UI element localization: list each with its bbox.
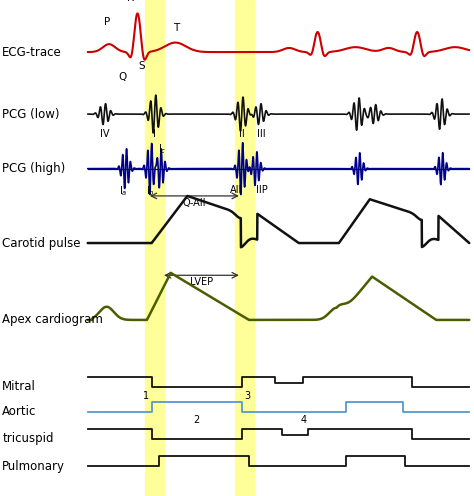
Text: AII: AII xyxy=(230,185,242,194)
Text: I$_c$: I$_c$ xyxy=(158,142,166,156)
Text: Mitral: Mitral xyxy=(2,380,36,393)
Text: PCG (low): PCG (low) xyxy=(2,108,60,121)
Bar xyxy=(235,0,254,496)
Text: I$_a$: I$_a$ xyxy=(119,185,128,198)
Text: III: III xyxy=(257,129,266,139)
Text: Aortic: Aortic xyxy=(2,405,37,418)
Text: Pulmonary: Pulmonary xyxy=(2,460,65,473)
Text: R: R xyxy=(127,0,134,3)
Text: 4: 4 xyxy=(301,415,306,425)
Text: Apex cardiogram: Apex cardiogram xyxy=(2,313,103,326)
Text: tricuspid: tricuspid xyxy=(2,433,54,445)
Text: 2: 2 xyxy=(193,415,200,425)
Bar xyxy=(145,0,164,496)
Text: IV: IV xyxy=(100,129,109,139)
Text: II: II xyxy=(239,129,245,139)
Text: S: S xyxy=(138,61,145,71)
Text: LVEP: LVEP xyxy=(190,277,213,287)
Text: Q-AII: Q-AII xyxy=(182,198,206,208)
Text: T: T xyxy=(173,23,180,33)
Text: Q: Q xyxy=(118,72,127,82)
Text: 1: 1 xyxy=(143,391,149,401)
Text: IIP: IIP xyxy=(256,185,267,194)
Text: ECG-trace: ECG-trace xyxy=(2,46,62,59)
Text: P: P xyxy=(103,17,110,27)
Text: I: I xyxy=(153,129,156,139)
Text: 3: 3 xyxy=(245,391,251,401)
Text: I$_b$: I$_b$ xyxy=(146,185,155,198)
Text: PCG (high): PCG (high) xyxy=(2,162,65,175)
Text: Carotid pulse: Carotid pulse xyxy=(2,237,81,249)
